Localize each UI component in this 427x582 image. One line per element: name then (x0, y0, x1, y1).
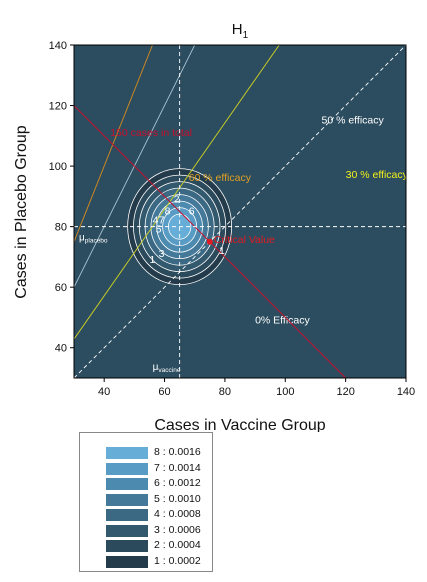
y-tick-label-0: 40 (55, 343, 67, 355)
contour-label-7: 5 (156, 224, 162, 236)
plot-layer: 0% Efficacy 30 % efficacy 50 % efficacy 60 … (74, 45, 409, 378)
efficacy-line-2 (74, 45, 196, 288)
contour-label-8: 1 (219, 245, 225, 257)
chart-title: H1 (232, 21, 249, 41)
contour-chart: H1 0% Efficacy 30 % efficacy 50 % efficacy… (13, 21, 416, 432)
y-tick-label-2: 80 (55, 222, 67, 234)
legend-swatch (106, 509, 148, 521)
legend-swatch (106, 555, 148, 568)
legend-swatch (106, 478, 148, 490)
y-tick-label-5: 140 (49, 40, 67, 52)
x-tick-label-1: 60 (158, 386, 170, 398)
efficacy-line-0 (74, 45, 406, 378)
legend-item-8: 8 : 0.0016 (106, 446, 206, 459)
efficacy-line-3 (74, 45, 153, 242)
legend-item-5: 5 : 0.0010 (106, 492, 206, 506)
x-tick-label-5: 140 (397, 386, 415, 398)
legend-item-7: 7 : 0.0014 (106, 461, 206, 475)
legend-label: 3 : 0.0006 (154, 523, 201, 536)
legend-item-4: 4 : 0.0008 (106, 508, 206, 521)
legend-label: 6 : 0.0012 (154, 477, 201, 489)
axes: 40 60 80 100 120 140 40 60 80 100 120 140 (49, 40, 416, 398)
x-tick-label-2: 80 (219, 386, 231, 398)
legend-item-2: 2 : 0.0004 (106, 539, 206, 552)
total-cases-label: 150 cases in total (110, 127, 192, 139)
legend-swatch (106, 447, 148, 459)
legend-swatch (106, 540, 148, 552)
legend-item-3: 3 : 0.0006 (106, 523, 206, 537)
critical-value-point (206, 238, 213, 245)
mu-placebo-label: μplacebo (79, 233, 108, 245)
contour-label-6: 7 (159, 215, 165, 227)
efficacy-label-2: 50 % efficacy (321, 115, 384, 127)
legend-swatch (106, 462, 148, 475)
total-cases-line (74, 105, 347, 378)
critical-value-label: Critical Value (214, 234, 275, 246)
contour-label-2: 2 (174, 193, 180, 205)
legend-label: 8 : 0.0016 (154, 446, 201, 458)
contour-label-1: 3 (159, 248, 165, 260)
legend-label: 7 : 0.0014 (154, 461, 201, 474)
x-tick-label-3: 100 (276, 386, 294, 398)
contour-label-4: 8 (165, 206, 171, 218)
efficacy-label-1: 30 % efficacy (346, 169, 409, 181)
legend-swatch (106, 524, 148, 537)
legend-label: 2 : 0.0004 (154, 539, 201, 551)
legend: 8 : 0.0016 7 : 0.0014 6 : 0.0012 5 : 0.0010… (79, 432, 213, 572)
y-axis-label: Cases in Placebo Group (13, 125, 30, 299)
legend-swatch (106, 493, 148, 506)
legend-label: 1 : 0.0002 (154, 554, 201, 567)
legend-item-1: 1 : 0.0002 (106, 554, 206, 568)
contour-label-3: 6 (189, 206, 195, 218)
legend-item-6: 6 : 0.0012 (106, 477, 206, 490)
legend-label: 4 : 0.0008 (154, 508, 201, 520)
y-tick-label-3: 100 (49, 161, 67, 173)
efficacy-label-0: 0% Efficacy (255, 315, 310, 327)
y-tick-label-1: 60 (55, 282, 67, 294)
efficacy-line-1 (74, 45, 280, 340)
contour-label-0: 1 (150, 254, 156, 266)
efficacy-label-3: 60 % efficacy (189, 172, 252, 184)
x-tick-label-4: 120 (336, 386, 354, 398)
x-tick-label-0: 40 (98, 386, 110, 398)
mu-vaccine-label: μvaccine (153, 362, 181, 374)
x-axis-label: Cases in Vaccine Group (154, 417, 325, 432)
y-tick-label-4: 120 (49, 101, 67, 113)
contour-label-5: 4 (153, 215, 159, 227)
plot-frame (73, 44, 407, 379)
legend-label: 5 : 0.0010 (154, 492, 201, 505)
